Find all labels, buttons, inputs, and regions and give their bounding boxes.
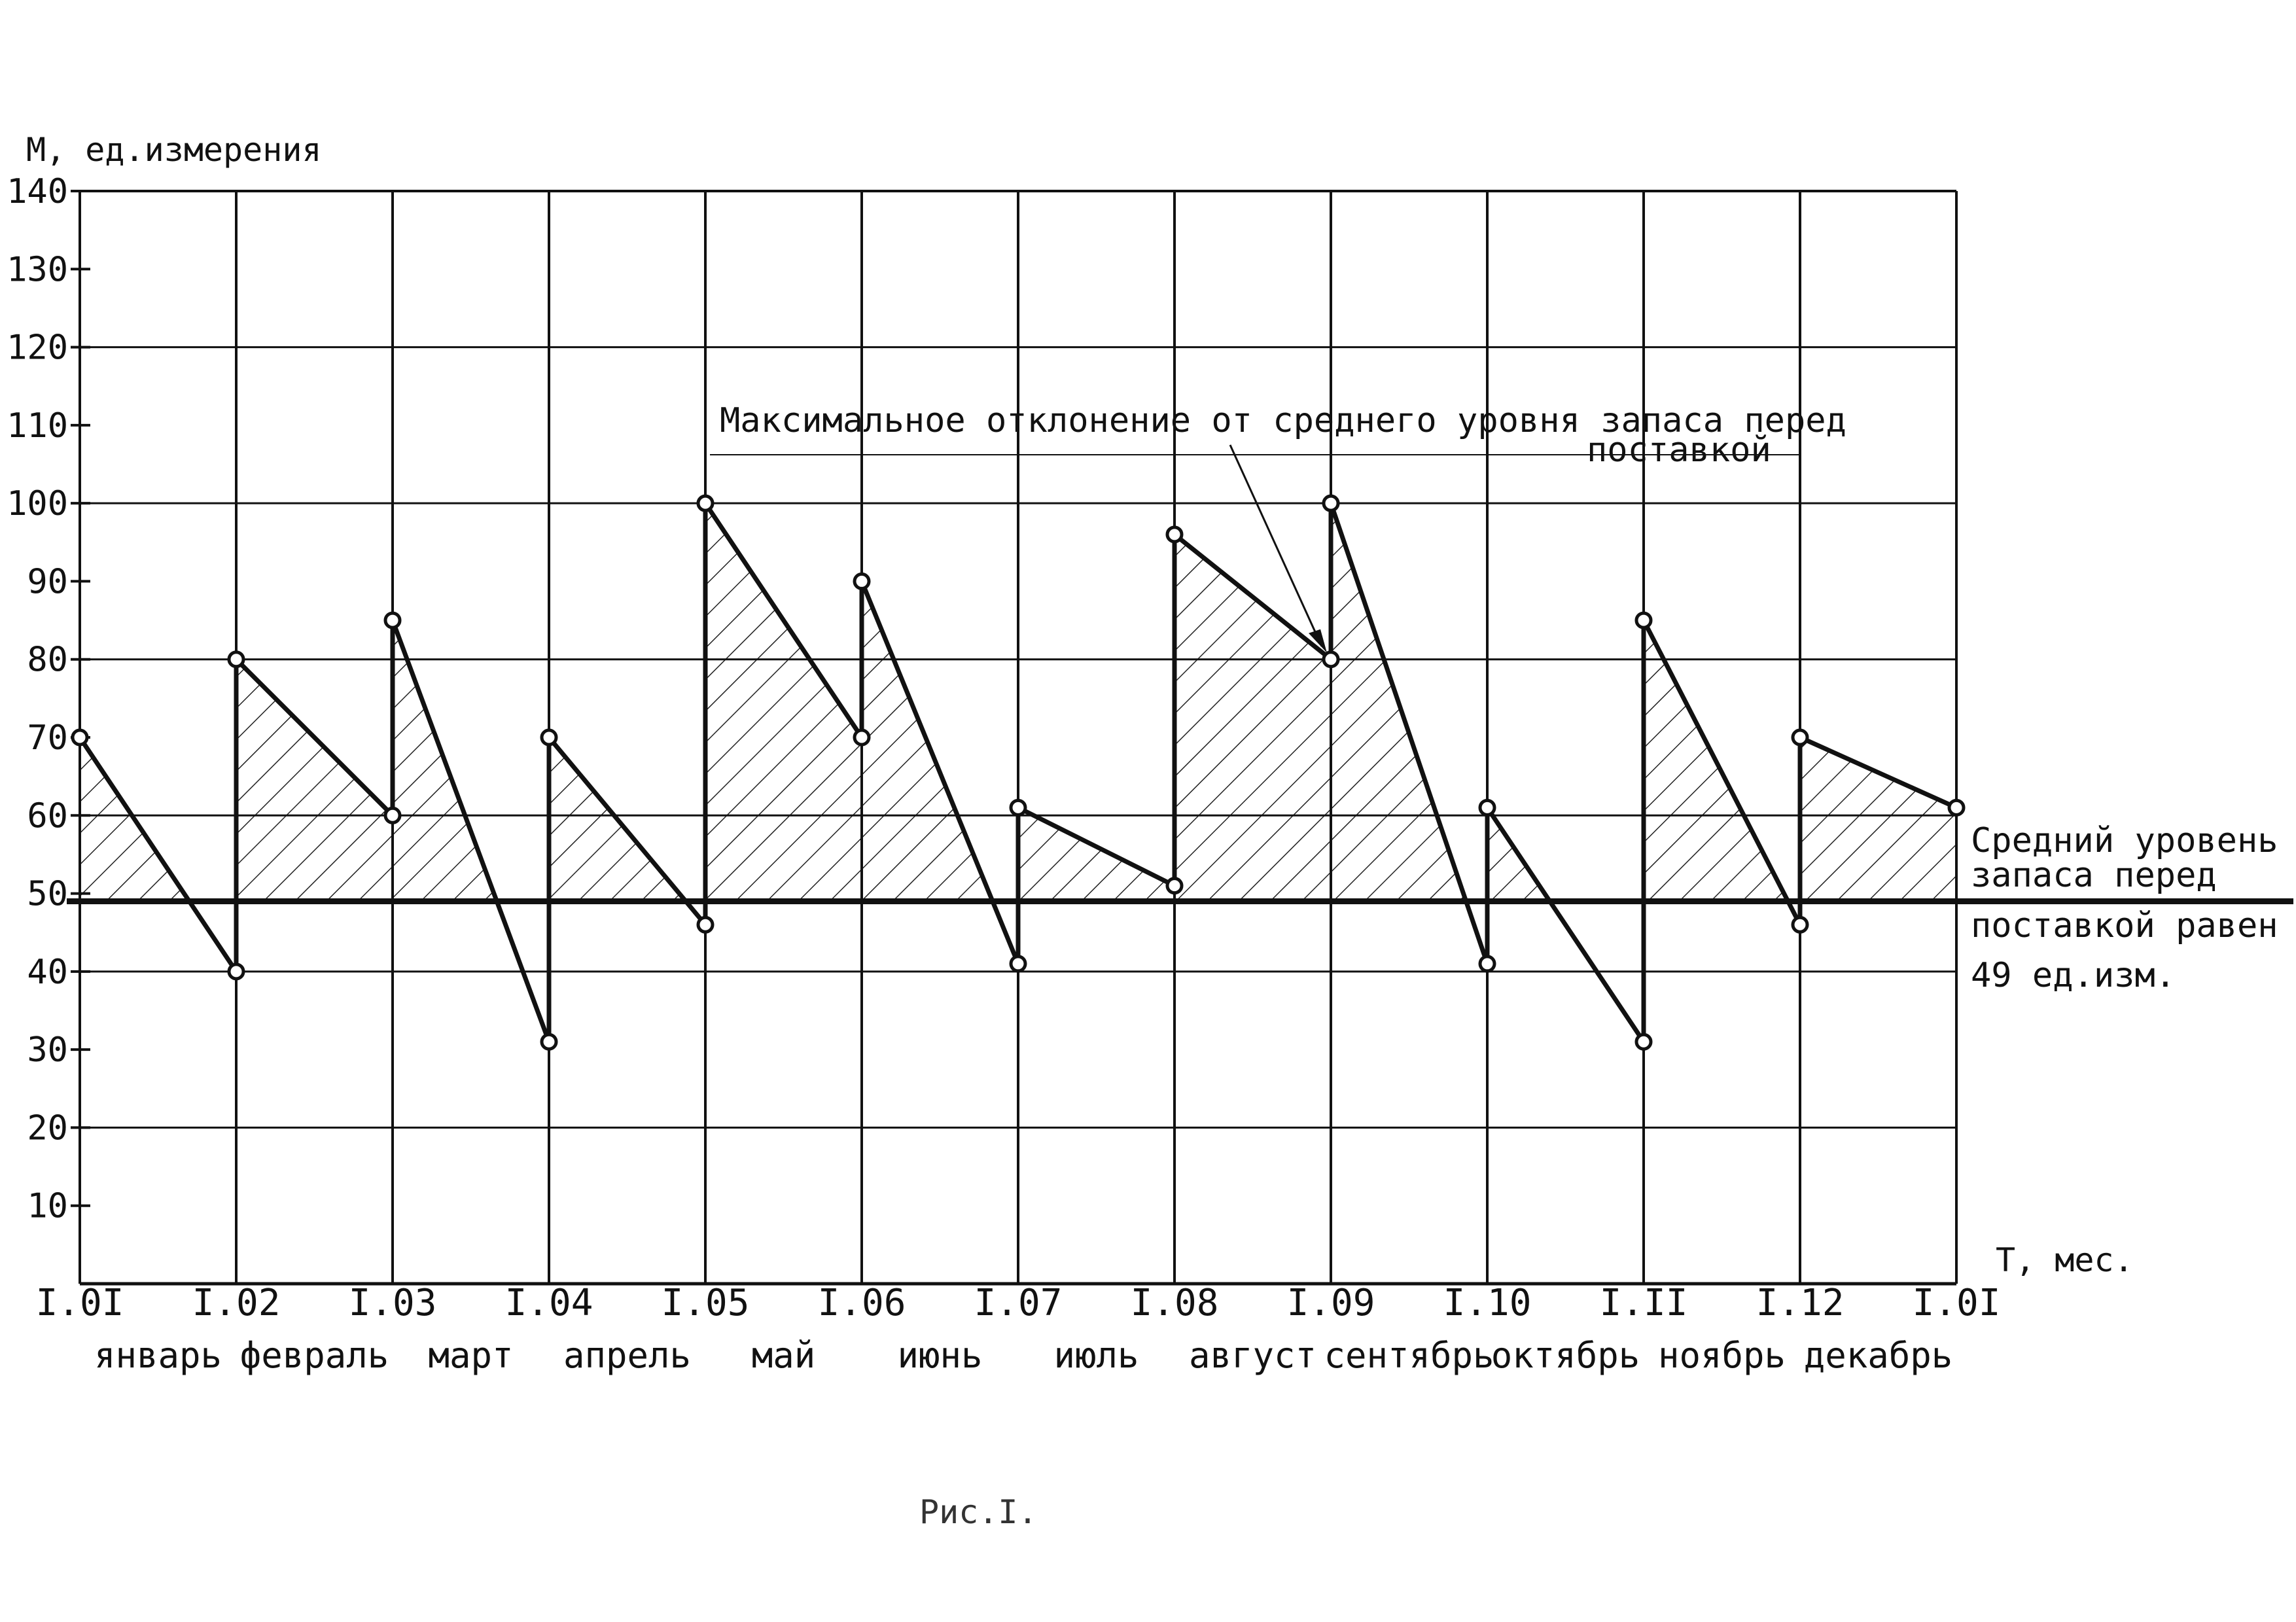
x-tick-label: I.08 <box>1131 1282 1219 1324</box>
month-label: январь <box>94 1335 222 1376</box>
y-tick-label: 20 <box>27 1108 68 1148</box>
x-tick-label: I.04 <box>505 1282 593 1324</box>
data-point <box>696 494 715 512</box>
x-tick-label: I.06 <box>818 1282 906 1324</box>
x-tick-label: I.0I <box>36 1282 124 1324</box>
x-axis-ticks: I.0I I.02 I.03 I.04 I.05 I.06 I.07 I.08 I.09 I.10… <box>36 1282 2001 1324</box>
data-point <box>1009 798 1027 817</box>
hatch-area <box>236 659 393 902</box>
month-label: май <box>752 1335 816 1376</box>
data-point <box>1947 798 1966 817</box>
data-point <box>1791 915 1809 934</box>
data-point <box>1791 728 1809 747</box>
data-point <box>696 915 715 934</box>
y-tick-label: 120 <box>7 328 68 368</box>
hatch-area <box>1800 737 1956 902</box>
x-tick-label: I.03 <box>349 1282 437 1324</box>
month-label: июль <box>1053 1335 1139 1376</box>
y-tick-label: 70 <box>27 718 68 758</box>
y-tick-label: 60 <box>27 796 68 836</box>
data-point <box>1165 525 1184 544</box>
month-label: декабрь <box>1804 1335 1953 1376</box>
x-tick-label: I.05 <box>662 1282 750 1324</box>
y-tick-label: 80 <box>27 641 68 680</box>
y-axis-label: М, ед.измерения <box>26 131 322 169</box>
x-tick-label: I.II <box>1600 1282 1688 1324</box>
data-point <box>1634 611 1653 629</box>
y-tick-label: 50 <box>27 875 68 914</box>
y-axis-ticks: 140 130 120 110 100 90 80 70 60 50 40 30 20 10 <box>7 172 90 1226</box>
figure-caption: Рис.I. <box>919 1493 1038 1531</box>
mean-level-label: поставкой равен <box>1971 906 2278 945</box>
data-point <box>853 572 871 590</box>
month-label: август <box>1189 1335 1316 1376</box>
x-tick-label: I.09 <box>1287 1282 1375 1324</box>
data-point <box>1478 798 1496 817</box>
data-point <box>1478 955 1496 973</box>
annotation-text: Максимальное отклонение от среднего уров… <box>720 401 1846 440</box>
hatch-area <box>1018 807 1174 902</box>
data-point <box>383 611 402 629</box>
month-label: март <box>428 1335 513 1376</box>
data-point <box>1322 494 1340 512</box>
month-label: октябрь <box>1491 1335 1640 1376</box>
month-label: июнь <box>897 1335 982 1376</box>
data-point <box>1009 955 1027 973</box>
month-label: февраль <box>240 1335 389 1376</box>
x-tick-label: I.0I <box>1913 1282 2001 1324</box>
month-labels: январь февраль март апрель май июнь июль август… <box>94 1335 1952 1376</box>
mean-level-label: Средний уровень <box>1971 821 2278 860</box>
data-point <box>1634 1032 1653 1051</box>
x-tick-label: I.10 <box>1443 1282 1532 1324</box>
y-tick-label: 140 <box>7 172 68 211</box>
data-point <box>540 728 558 747</box>
x-tick-label: I.12 <box>1756 1282 1845 1324</box>
data-point <box>853 728 871 747</box>
data-points <box>71 494 1966 1051</box>
data-point <box>1322 650 1340 669</box>
month-label: сентябрь <box>1324 1335 1494 1376</box>
data-point <box>540 1032 558 1051</box>
month-label: ноябрь <box>1658 1335 1786 1376</box>
mean-level-label: 49 ед.изм. <box>1971 956 2176 995</box>
hatch-area <box>705 503 862 902</box>
annotation-leader <box>1229 444 1323 647</box>
y-tick-label: 90 <box>27 562 68 601</box>
data-point <box>227 962 245 981</box>
inventory-series <box>78 501 1958 1044</box>
y-tick-label: 30 <box>27 1031 68 1070</box>
annotation: Максимальное отклонение от среднего уров… <box>710 401 1846 653</box>
data-point <box>227 650 245 669</box>
y-tick-label: 130 <box>7 250 68 289</box>
x-tick-label: I.07 <box>974 1282 1063 1324</box>
data-point <box>71 728 89 747</box>
mean-level-label: запаса перед <box>1971 856 2217 895</box>
x-axis-label: Т, мес. <box>1996 1241 2134 1279</box>
inventory-line <box>78 501 1958 1044</box>
x-tick-label: I.02 <box>192 1282 281 1324</box>
annotation-text: поставкой <box>1587 431 1771 470</box>
y-tick-label: 100 <box>7 484 68 523</box>
data-point <box>383 806 402 824</box>
y-tick-label: 40 <box>27 953 68 992</box>
annotation-arrowhead <box>1309 629 1327 653</box>
y-tick-label: 10 <box>27 1187 68 1226</box>
data-point <box>1165 877 1184 895</box>
y-tick-label: 110 <box>7 406 68 446</box>
hatch-area <box>1174 534 1331 902</box>
month-label: апрель <box>563 1335 691 1376</box>
